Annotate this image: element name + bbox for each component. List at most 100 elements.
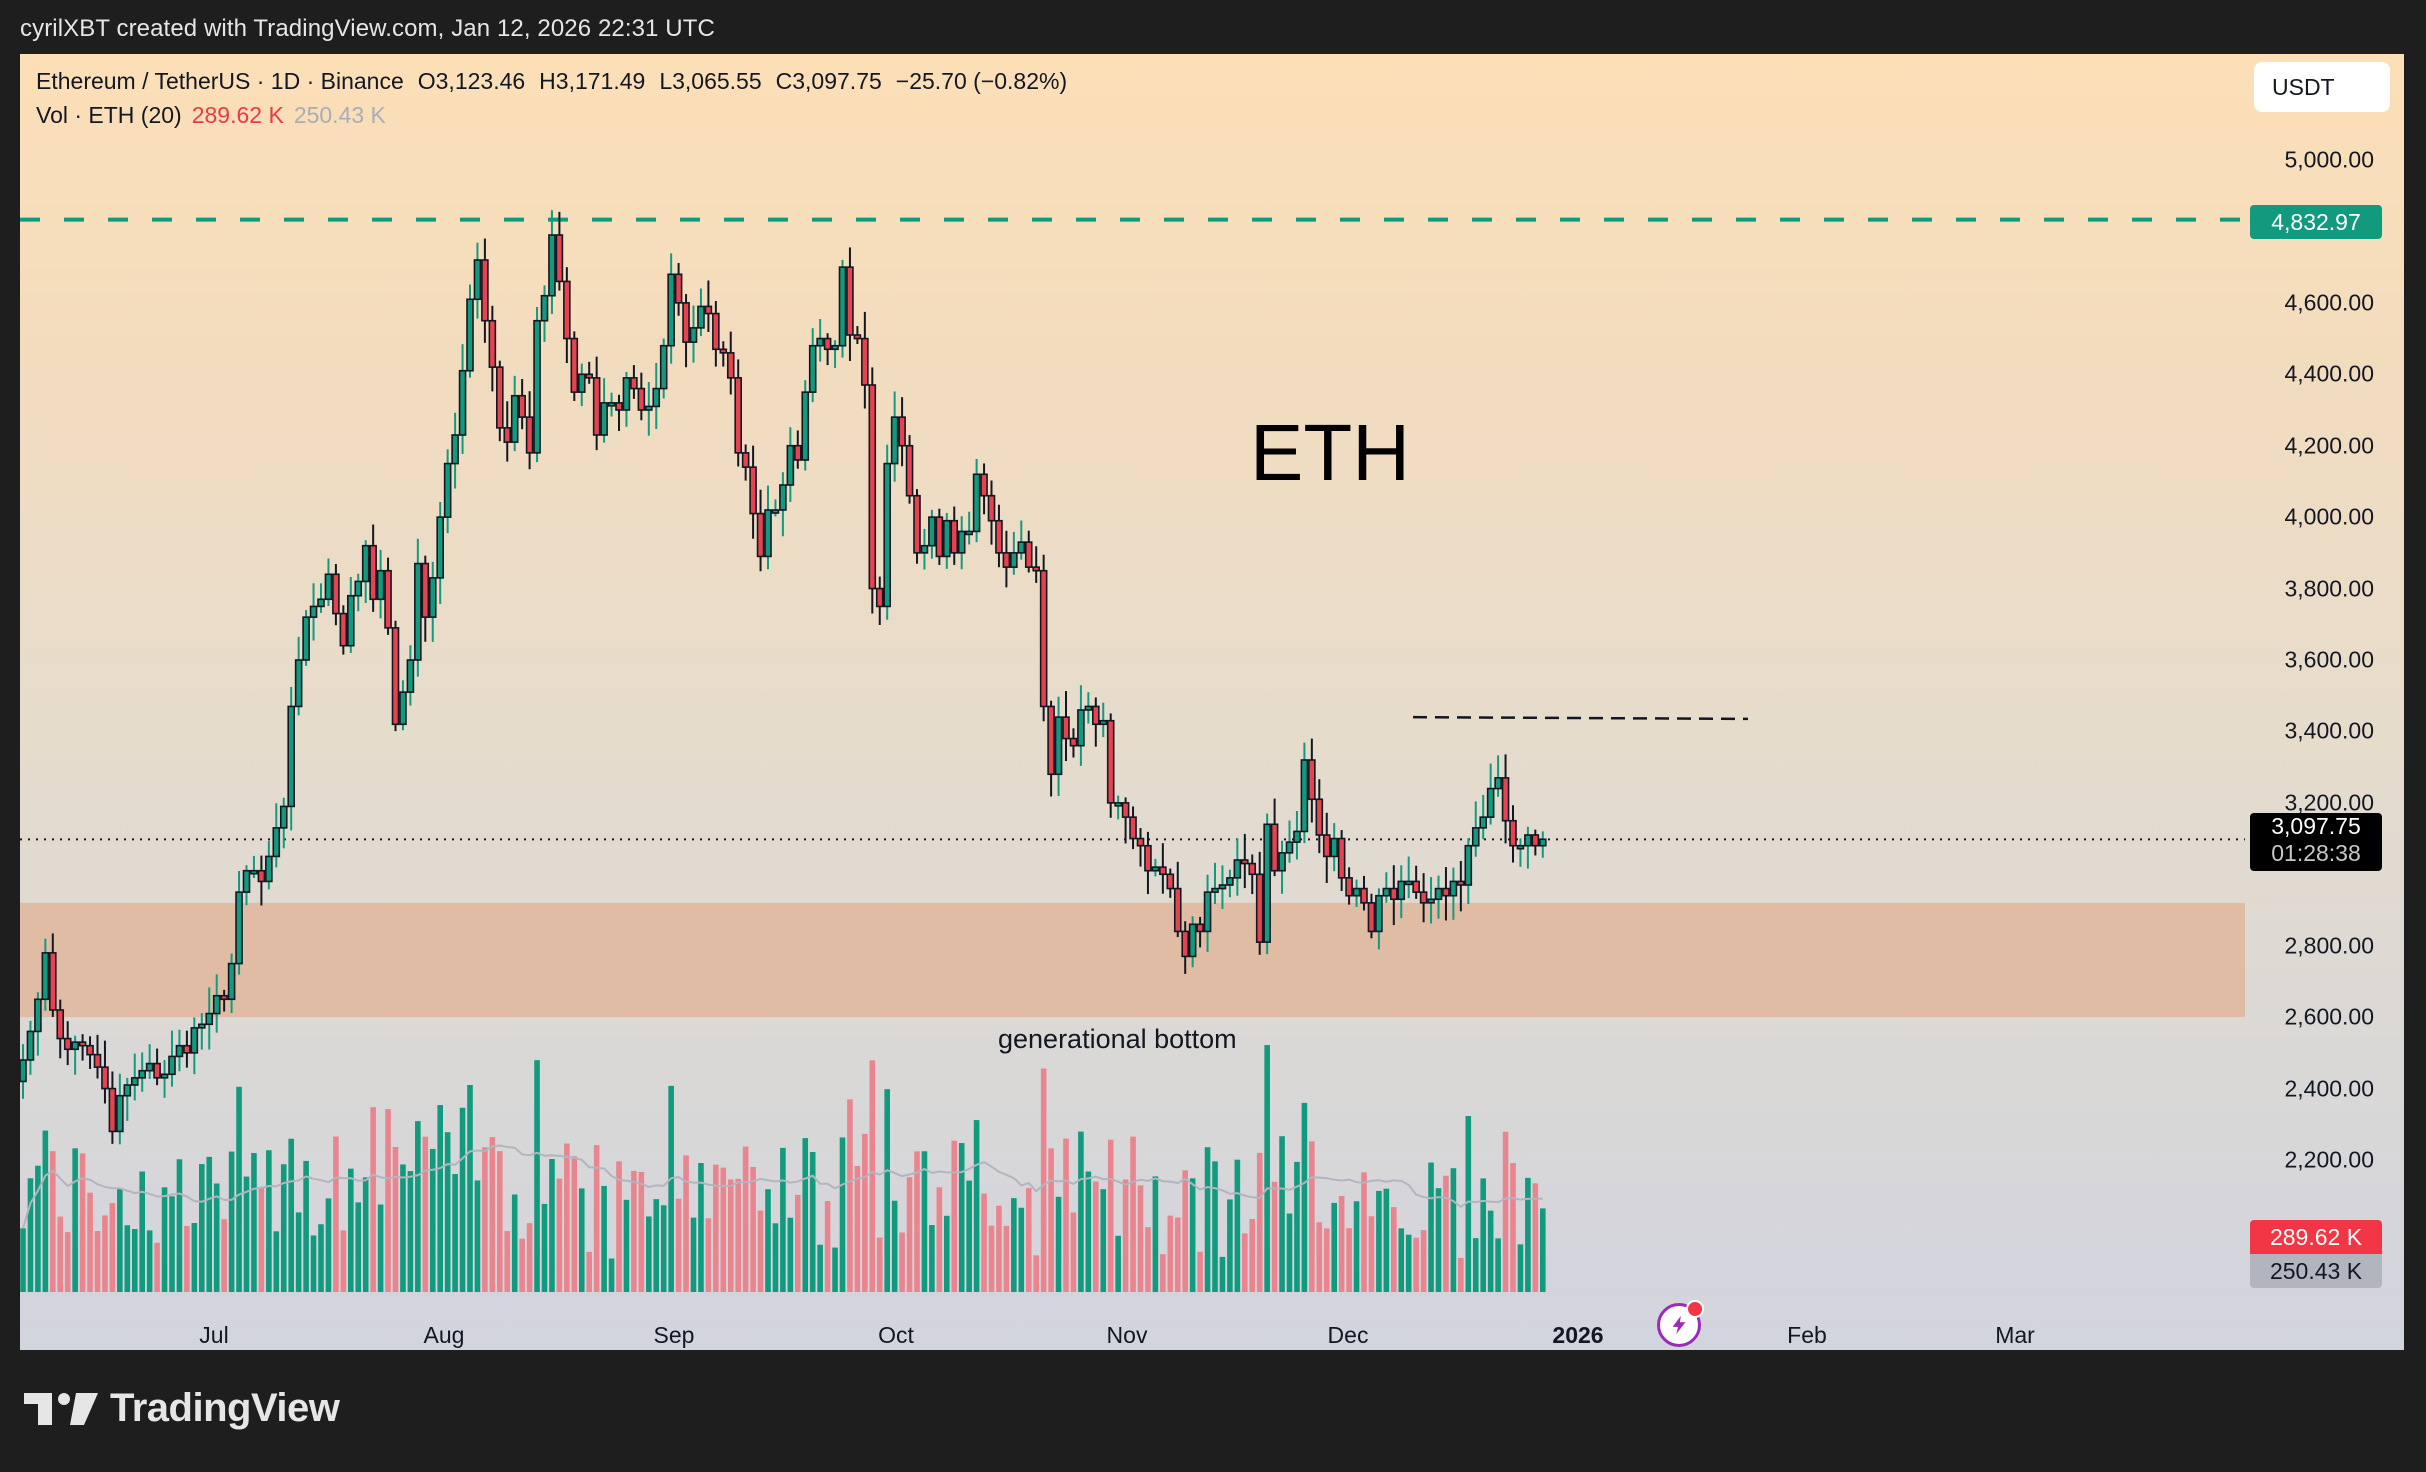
candle	[622, 377, 631, 411]
candle	[846, 266, 854, 336]
volume-bar	[653, 1199, 660, 1292]
volume-bar	[1487, 1210, 1494, 1292]
volume-bar	[936, 1187, 943, 1292]
lightning-alert-button[interactable]	[1657, 1300, 1704, 1347]
candle	[503, 427, 512, 443]
tradingview-logo[interactable]: TradingView	[24, 1383, 340, 1433]
volume-bar	[392, 1147, 399, 1292]
volume-bar	[1152, 1176, 1159, 1292]
candle	[265, 855, 273, 883]
volume-indicator-label[interactable]: Vol · ETH (20)	[36, 102, 182, 128]
volume-bar	[1055, 1196, 1062, 1292]
volume-bar	[549, 1159, 555, 1292]
generational-bottom-label[interactable]: generational bottom	[998, 1024, 1237, 1054]
volume-bar	[1361, 1172, 1367, 1292]
volume-bar	[713, 1164, 719, 1292]
volume-bar	[1174, 1217, 1181, 1292]
volume-bar	[973, 1120, 980, 1292]
volume-bar	[1338, 1195, 1345, 1292]
volume-bar	[668, 1085, 674, 1292]
volume-bar	[1279, 1136, 1285, 1292]
volume-bar	[564, 1143, 570, 1292]
resistance-line[interactable]	[1412, 715, 1749, 721]
candle	[391, 627, 400, 726]
candle	[980, 473, 988, 497]
volume-bar	[556, 1178, 563, 1292]
volume-bar	[415, 1121, 421, 1292]
ohlc-change: −25.70 (−0.82%)	[895, 68, 1068, 94]
candle	[1241, 859, 1249, 865]
volume-bar	[1383, 1188, 1390, 1292]
volume-bar	[958, 1143, 965, 1292]
price-tick: 2,400.00	[2284, 1075, 2374, 1102]
candle	[41, 952, 50, 1001]
volume-bar	[1368, 1216, 1375, 1292]
symbol-name[interactable]: Ethereum / TetherUS · 1D · Binance	[36, 68, 404, 94]
candle	[1077, 709, 1085, 747]
volume-bar	[511, 1194, 518, 1292]
volume-bar	[213, 1183, 220, 1292]
volume-bar	[72, 1148, 78, 1292]
price-axis[interactable]: 5,000.00 4,600.00 4,400.00 4,200.00 4,000.00…	[2245, 54, 2404, 1350]
volume-bar	[474, 1180, 481, 1292]
candle	[294, 659, 303, 708]
volume-bar	[824, 1201, 831, 1292]
volume-bar	[1532, 1183, 1539, 1292]
price-tick: 4,200.00	[2284, 432, 2374, 459]
chart-pane[interactable]: Ethereum / TetherUS · 1D · Binance O3,123…	[20, 54, 2404, 1350]
volume-bar	[869, 1060, 876, 1292]
candle	[242, 869, 251, 893]
eth-annotation[interactable]: ETH	[1250, 408, 1410, 497]
volume-bar	[206, 1156, 213, 1292]
candle	[1069, 737, 1078, 747]
support-zone[interactable]	[20, 902, 2245, 1018]
candle	[548, 234, 556, 297]
volume-bar	[534, 1060, 540, 1292]
candle	[1136, 837, 1145, 847]
candle	[1106, 719, 1115, 804]
volume-bar	[482, 1147, 488, 1292]
candle	[1099, 719, 1108, 726]
candle	[406, 659, 415, 693]
volume-bar	[608, 1258, 615, 1292]
candle	[726, 352, 735, 379]
candle	[272, 827, 281, 858]
candle	[540, 294, 549, 322]
volume-bar	[720, 1167, 727, 1292]
candle	[153, 1062, 161, 1079]
top-caption-bar: cyrilXBT created with TradingView.com, J…	[0, 0, 2426, 54]
candle	[838, 266, 847, 347]
candle	[823, 337, 832, 351]
volume-bar	[1130, 1136, 1136, 1292]
volume-bar	[1025, 1187, 1032, 1292]
candle	[235, 891, 243, 965]
time-tick: Dec	[1327, 1322, 1369, 1348]
volume-bar	[847, 1099, 853, 1292]
volume-bar	[586, 1251, 592, 1292]
volume-bar	[1517, 1244, 1524, 1292]
candle	[1367, 902, 1376, 933]
candle	[1270, 823, 1279, 872]
candle	[793, 444, 802, 461]
volume-bar	[1219, 1256, 1226, 1292]
candle	[749, 466, 757, 515]
volume-bar	[139, 1171, 145, 1292]
candle	[1211, 887, 1219, 893]
price-chart-canvas[interactable]	[20, 54, 2404, 1350]
volume-bar	[832, 1247, 838, 1292]
volume-bar	[1510, 1163, 1516, 1292]
ohlc-low: L3,065.55	[659, 68, 762, 94]
volume-bar	[1227, 1199, 1233, 1292]
volume-bar	[1167, 1215, 1174, 1292]
chart-caption: cyrilXBT created with TradingView.com, J…	[20, 15, 715, 42]
volume-bar	[1100, 1189, 1107, 1292]
price-tick: 4,400.00	[2284, 360, 2374, 387]
bar-countdown: 01:28:38	[2271, 840, 2361, 866]
candle	[399, 691, 407, 726]
volume-bar	[355, 1202, 362, 1292]
candle	[332, 573, 340, 615]
currency-button[interactable]: USDT	[2254, 62, 2390, 112]
candle	[577, 373, 586, 393]
volume-bar	[1323, 1228, 1330, 1292]
candle	[1308, 759, 1316, 801]
